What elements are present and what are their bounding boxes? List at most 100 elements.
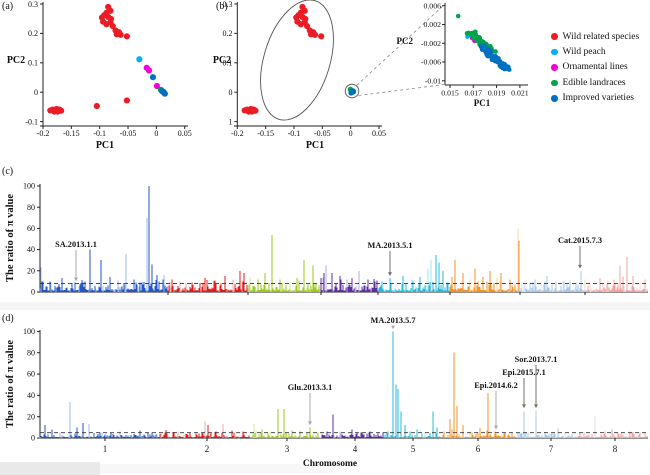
axis-text: 0.006 bbox=[423, 1, 441, 10]
axis-text: PC2 bbox=[213, 55, 231, 66]
circled-cluster bbox=[344, 83, 360, 99]
axis-text: 1 bbox=[229, 117, 233, 126]
axis-text: -0.002 bbox=[421, 39, 441, 48]
annotation-SA.2013.1.1: SA.2013.1.1 bbox=[55, 240, 97, 282]
annotation-Glu.2013.3.1: Glu.2013.3.1 bbox=[288, 383, 333, 426]
axis-text: 0.3 bbox=[223, 0, 233, 9]
panel-d-label: (d) bbox=[2, 313, 14, 324]
axis-text: MA.2013.5.1 bbox=[368, 241, 413, 250]
axis-text: 0 bbox=[154, 129, 158, 138]
legend-dot-icon bbox=[551, 33, 558, 40]
annotation-Sor.2013.7.1: Sor.2013.7.1 bbox=[515, 355, 558, 409]
legend-label: Improved varieties bbox=[562, 93, 635, 104]
axis-text: -0.1 bbox=[288, 129, 301, 138]
panel-a-label: (a) bbox=[2, 1, 14, 12]
series bbox=[136, 56, 143, 63]
axis-text: 0.021 bbox=[511, 89, 529, 98]
legend-dot-icon bbox=[551, 79, 558, 87]
axis-text: -0.15 bbox=[63, 129, 80, 138]
axis-text: 0.2 bbox=[223, 29, 233, 38]
axis-text: 0 bbox=[31, 434, 35, 443]
panel-b-scatter-plot: -0.2 -0.15 -0.1 -0.05 0 0.05 1 0 0.1 0.2 0.3 PC1 PC2… bbox=[213, 0, 529, 151]
legend-label: Edible landraces bbox=[562, 77, 626, 88]
axis-text: PC1 bbox=[474, 98, 491, 108]
axis-text: 80 bbox=[27, 203, 35, 212]
group-ellipse bbox=[260, 0, 334, 121]
annotation-MA.2013.5.1: MA.2013.5.1 bbox=[368, 241, 413, 277]
axis-text: 7 bbox=[549, 444, 554, 454]
svg-d-axes bbox=[37, 330, 648, 441]
axis-text: -0.1 bbox=[25, 117, 38, 126]
panel-b-axes bbox=[234, 2, 382, 129]
axis-text: 40 bbox=[27, 391, 35, 400]
axis-text: 0 bbox=[31, 288, 35, 297]
panel-c-label: (c) bbox=[2, 166, 14, 177]
series bbox=[241, 3, 325, 115]
axis-text: 60 bbox=[27, 224, 35, 233]
axis-text: 5 bbox=[411, 444, 416, 454]
axis-text: 100 bbox=[23, 327, 35, 336]
axis-text: 6 bbox=[476, 444, 481, 454]
legend-item-3: Edible landraces bbox=[551, 75, 639, 90]
axis-text: -0.01 bbox=[425, 76, 441, 85]
axis-text: -0.05 bbox=[314, 129, 331, 138]
axis-text: 0.05 bbox=[372, 129, 386, 138]
legend-label: Ornamental lines bbox=[562, 62, 628, 73]
axis-text: 100 bbox=[23, 182, 35, 191]
axis-text: 40 bbox=[27, 245, 35, 254]
annotation-MA.2013.5.7: MA.2013.5.7 bbox=[371, 316, 416, 330]
axis-text: 0.05 bbox=[178, 129, 192, 138]
legend-item-0: Wild related species bbox=[551, 29, 639, 44]
axis-text: -0.1 bbox=[93, 129, 106, 138]
axis-text: 0.017 bbox=[465, 89, 483, 98]
cluster-circle-outline bbox=[344, 83, 360, 99]
legend-label: Wild related species bbox=[562, 31, 640, 42]
axis-text: 80 bbox=[27, 348, 35, 357]
axis-text: -0.05 bbox=[120, 129, 137, 138]
legend-dot-icon bbox=[551, 64, 558, 71]
axis-text: 3 bbox=[285, 444, 290, 454]
axis-text: 1 bbox=[103, 444, 108, 454]
axis-text: 0.015 bbox=[441, 89, 459, 98]
axis-text: Sor.2013.7.1 bbox=[515, 355, 558, 364]
annotation-Cat.2015.7.3: Cat.2015.7.3 bbox=[558, 236, 602, 269]
axis-text: 0.019 bbox=[488, 89, 506, 98]
axis-text: SA.2013.1.1 bbox=[55, 240, 97, 249]
axis-text: MA.2013.5.7 bbox=[371, 316, 416, 325]
inset-points bbox=[455, 13, 512, 72]
annotation-Epi.2015.7.1: Epi.2015.7.1 bbox=[502, 368, 546, 409]
axis-text: -0.2 bbox=[231, 129, 244, 138]
inset-axes bbox=[442, 3, 528, 88]
axis-text: 0 bbox=[229, 88, 233, 97]
panel-a-scatter-plot: -0.2 -0.15 -0.1 -0.05 0 0.05 -0.1 0 0.1 0.2 0.3 PC1… bbox=[7, 0, 192, 151]
legend-dot-icon bbox=[551, 48, 558, 56]
panel-a-axes bbox=[40, 2, 188, 129]
axis-text: 2 bbox=[205, 444, 210, 454]
axis-text: Cat.2015.7.3 bbox=[558, 236, 602, 245]
axis-text: The ratio of π value bbox=[5, 194, 16, 282]
legend-item-4: Improved varieties bbox=[551, 91, 639, 106]
svg-c-axes bbox=[37, 184, 648, 295]
axis-text: PC2 bbox=[397, 36, 414, 46]
annotation-Epi.2014.6.2: Epi.2014.6.2 bbox=[474, 381, 518, 430]
svg-d-bars bbox=[39, 331, 648, 438]
panel-d-manhattan-plot: 0 20 40 60 80 100 The ratio of π value 1 2 3 4 5 6 7 8… bbox=[5, 316, 648, 469]
panel-c-manhattan-plot: 0 20 40 60 80 100 The ratio of π value SA.2013.… bbox=[5, 182, 648, 297]
page-band-bottom bbox=[0, 462, 100, 475]
inset-connectors bbox=[356, 4, 445, 96]
axis-text: 4 bbox=[353, 444, 358, 454]
axis-text: The ratio of π value bbox=[5, 340, 16, 428]
axis-text: 0.2 bbox=[28, 29, 38, 38]
axis-text: PC1 bbox=[96, 140, 114, 151]
panel-a-points bbox=[47, 3, 168, 115]
axis-text: -0.2 bbox=[37, 129, 50, 138]
axis-text: Epi.2014.6.2 bbox=[474, 381, 518, 390]
axis-text: 0.3 bbox=[28, 0, 38, 9]
axis-text: Glu.2013.3.1 bbox=[288, 383, 333, 392]
axis-text: 0 bbox=[34, 88, 38, 97]
legend: Wild related species Wild peach Ornamental… bbox=[551, 29, 639, 106]
series bbox=[143, 64, 161, 90]
axis-text: 8 bbox=[613, 444, 618, 454]
axis-text: 20 bbox=[27, 266, 35, 275]
